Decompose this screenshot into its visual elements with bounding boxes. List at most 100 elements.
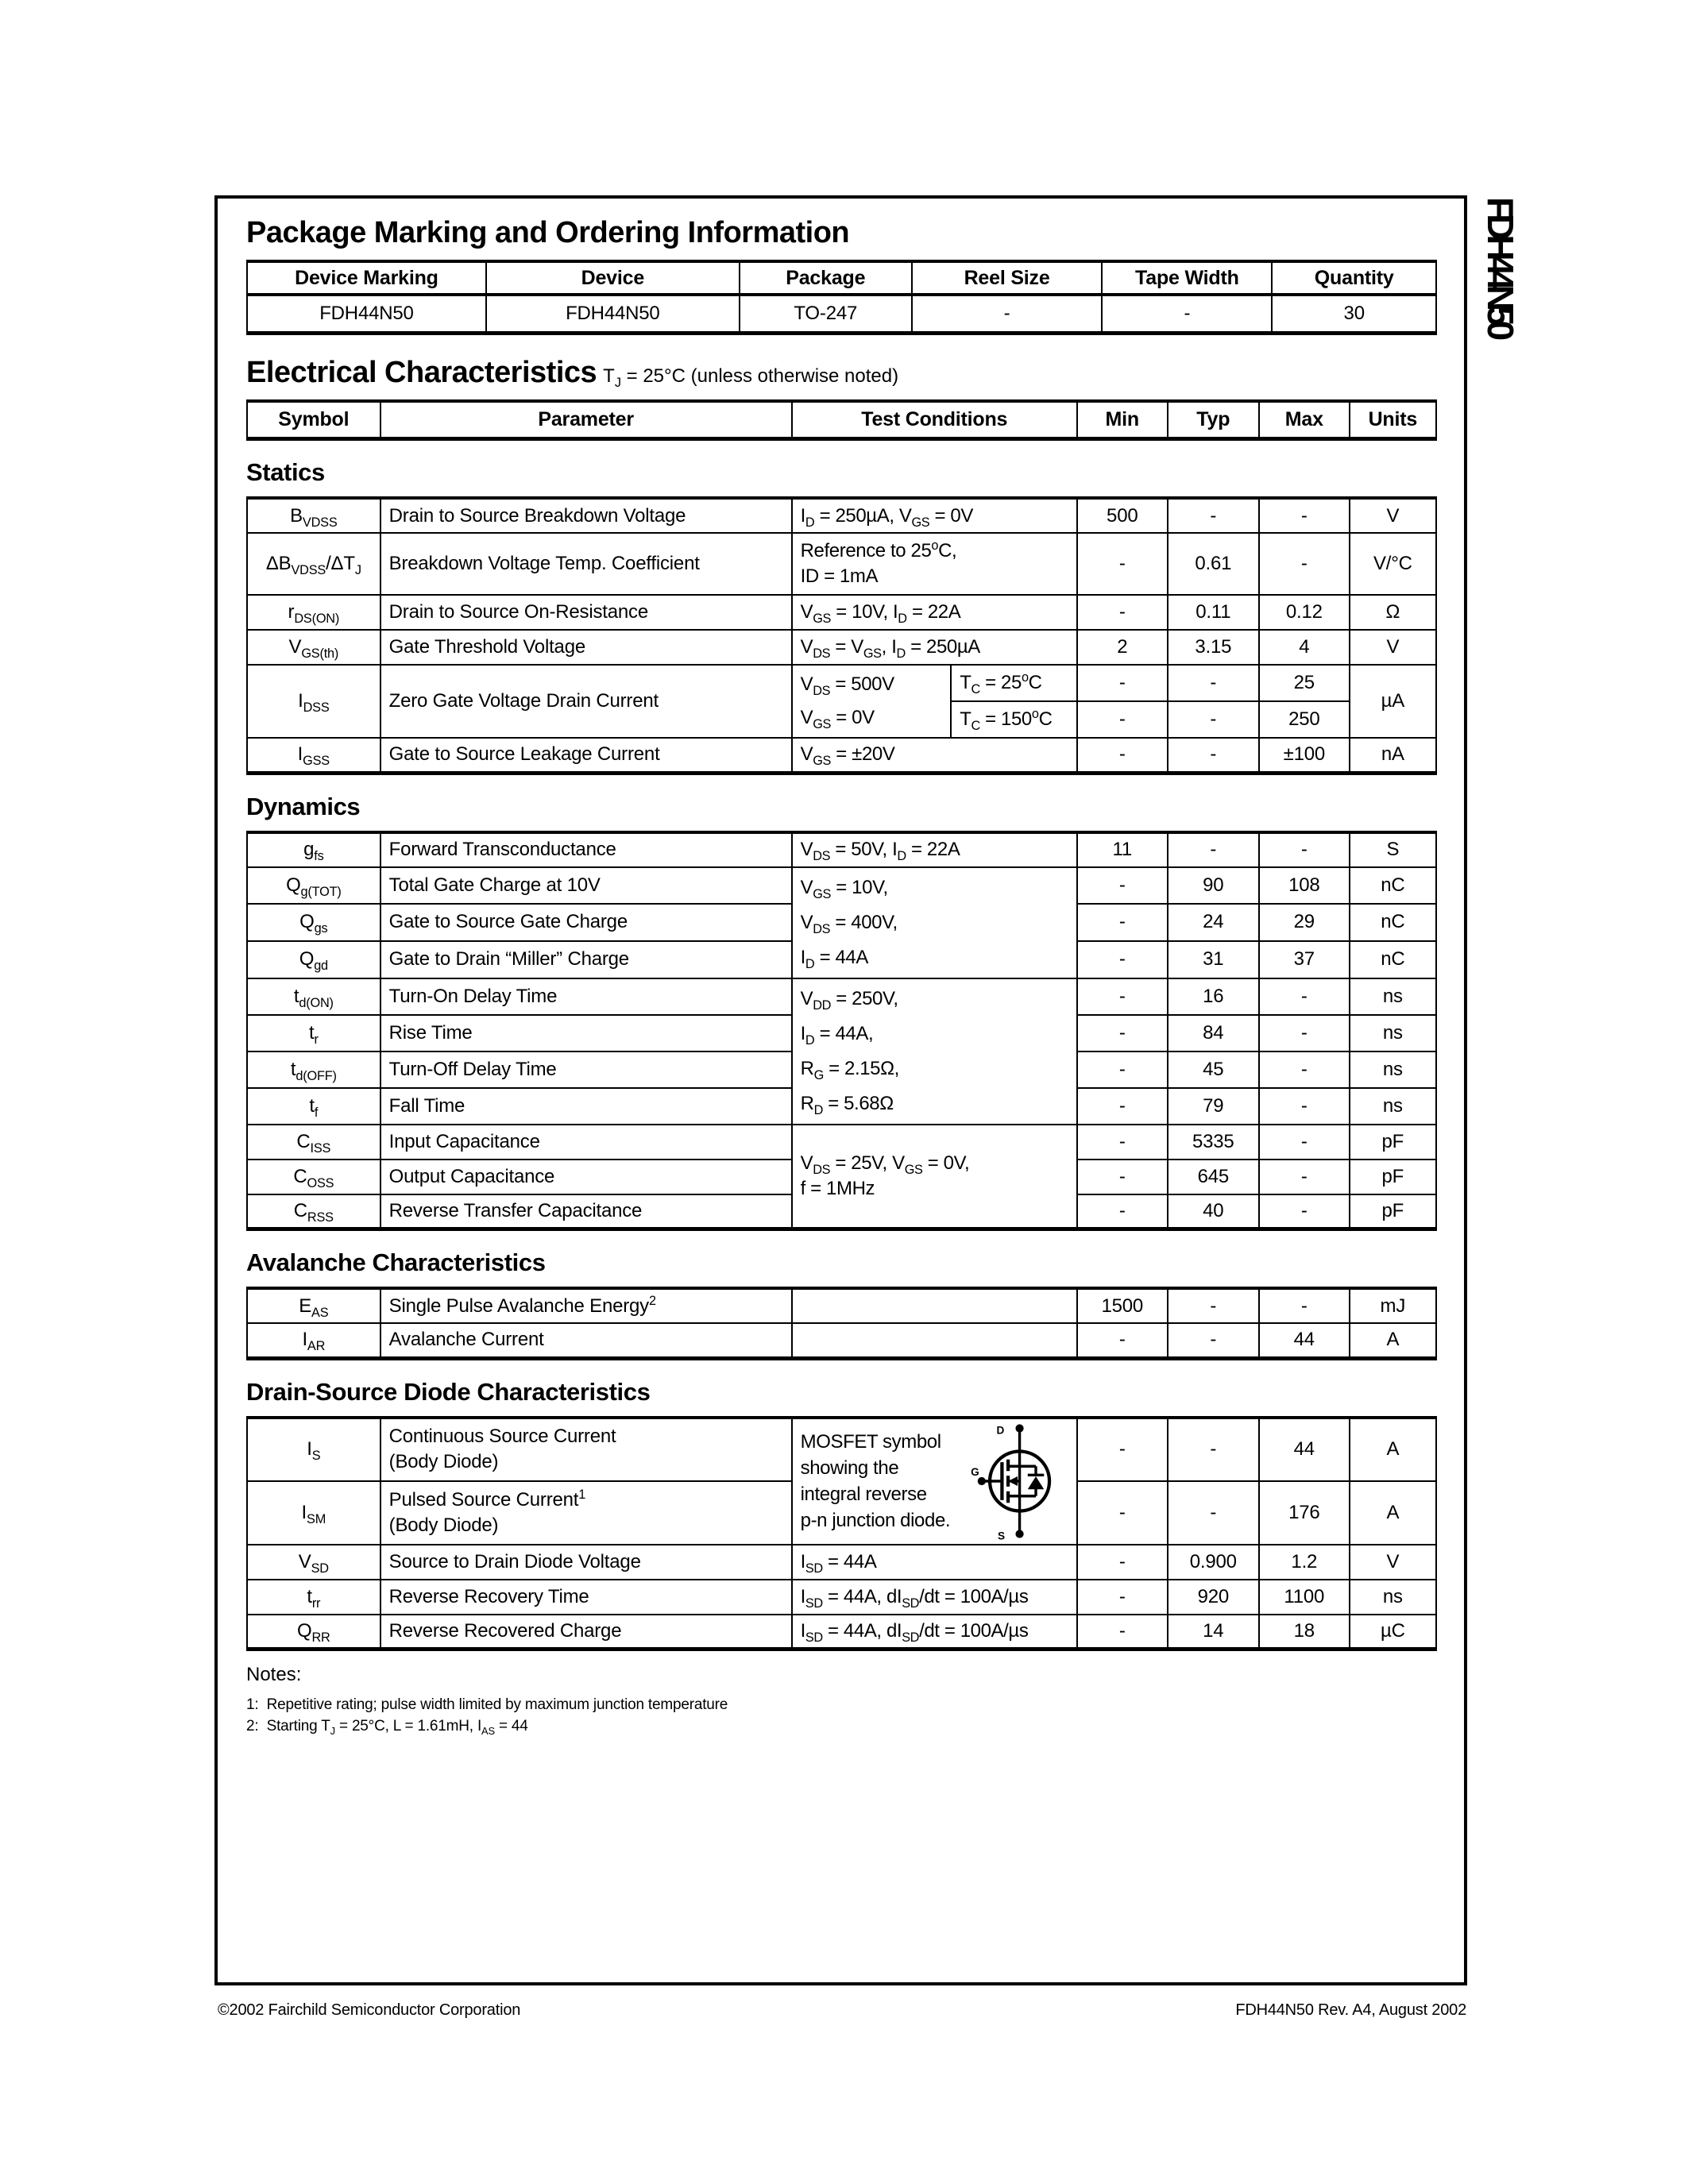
units-cell: µC	[1348, 1613, 1438, 1650]
header-test-conditions: Test Conditions	[790, 399, 1078, 440]
max-cell: ±100	[1257, 737, 1350, 774]
typ-cell: 45	[1166, 1050, 1260, 1089]
package-value: TO-247	[738, 294, 913, 334]
symbol-cell: ΔBVDSS/ΔTJ	[246, 532, 381, 596]
symbol-cell: COSS	[246, 1158, 381, 1195]
table-row-is: IS Continuous Source Current (Body Diode…	[246, 1416, 1438, 1545]
parameter-cell: Zero Gate Voltage Drain Current	[379, 664, 793, 739]
electrical-header-table: Symbol Parameter Test Conditions Min Typ…	[246, 399, 1438, 441]
min-cell: -	[1076, 1158, 1168, 1195]
parameter-cell: Source to Drain Diode Voltage	[379, 1543, 793, 1580]
min-cell: -	[1076, 1050, 1168, 1089]
min-cell: -	[1076, 1543, 1168, 1580]
min-cell: -	[1076, 1013, 1168, 1052]
max-cell: 29	[1257, 903, 1350, 942]
units-cell: nC	[1348, 903, 1438, 942]
typ-cell: -	[1166, 1480, 1260, 1545]
table-row-trr: trr Reverse Recovery Time ISD = 44A, dIS…	[246, 1578, 1438, 1615]
units-cell: nC	[1348, 866, 1438, 905]
typ-cell: 79	[1166, 1086, 1260, 1125]
table-row-idss-a: IDSS Zero Gate Voltage Drain Current VDS…	[246, 664, 1438, 739]
electrical-header-row: Symbol Parameter Test Conditions Min Typ…	[246, 399, 1438, 440]
min-cell: 1500	[1076, 1287, 1168, 1324]
table-row-bvdss: BVDSS Drain to Source Breakdown Voltage …	[246, 497, 1438, 534]
tape-width-value: -	[1101, 294, 1273, 334]
parameter-cell: Output Capacitance	[379, 1158, 793, 1195]
min-cell: -	[1076, 664, 1168, 702]
table-row-qgd: Qgd Gate to Drain “Miller” Charge - 31 3…	[246, 940, 1438, 979]
units-cell: µA	[1348, 664, 1438, 739]
max-cell: 44	[1257, 1322, 1350, 1359]
parameter-cell: Turn-On Delay Time	[379, 977, 793, 1016]
header-units: Units	[1348, 399, 1438, 440]
units-cell: ns	[1348, 1578, 1438, 1615]
parameter-cell: Forward Transconductance	[379, 831, 793, 868]
min-cell: 11	[1076, 831, 1168, 868]
table-row-qgs: Qgs Gate to Source Gate Charge - 24 29 n…	[246, 903, 1438, 942]
parameter-cell: Gate to Source Leakage Current	[379, 737, 793, 774]
notes-title: Notes:	[246, 1664, 302, 1685]
units-cell: ns	[1348, 1050, 1438, 1089]
ordering-table: Device Marking Device Package Reel Size …	[246, 260, 1437, 335]
symbol-cell: IGSS	[246, 737, 381, 774]
symbol-cell: rDS(ON)	[246, 594, 381, 631]
typ-cell: 0.900	[1166, 1543, 1260, 1580]
max-cell: -	[1257, 831, 1350, 868]
typ-cell: -	[1166, 1287, 1260, 1324]
typ-cell: 5335	[1166, 1123, 1260, 1160]
units-cell: V	[1348, 497, 1438, 534]
table-row-tr: tr Rise Time - 84 - ns	[246, 1013, 1438, 1052]
test-conditions-cell: VGS = 10V, ID = 22A	[790, 594, 1078, 631]
mosfet-symbol-icon: D G S	[971, 1424, 1052, 1541]
parameter-cell: Reverse Transfer Capacitance	[379, 1193, 793, 1230]
parameter-cell: Reverse Recovered Charge	[379, 1613, 793, 1650]
notes-section: Notes: 1: Repetitive rating; pulse width…	[246, 1664, 1437, 1737]
max-cell: -	[1257, 977, 1350, 1016]
quantity-value: 30	[1271, 294, 1437, 334]
table-row-igss: IGSS Gate to Source Leakage Current VGS …	[246, 737, 1438, 774]
test-conditions-cell: VGS = ±20V	[790, 737, 1078, 774]
typ-cell: -	[1166, 737, 1260, 774]
max-cell: -	[1257, 497, 1350, 534]
min-cell: -	[1076, 903, 1168, 942]
test-conditions-subcell: TC = 25oC	[950, 664, 1078, 702]
units-cell: ns	[1348, 1086, 1438, 1125]
table-row-tdoff: td(OFF) Turn-Off Delay Time - 45 - ns	[246, 1050, 1438, 1089]
max-cell: 44	[1257, 1416, 1350, 1482]
units-cell: nA	[1348, 737, 1438, 774]
statics-section-title: Statics	[246, 458, 325, 486]
parameter-cell: Breakdown Voltage Temp. Coefficient	[379, 532, 793, 596]
dynamics-table: gfs Forward Transconductance VDS = 50V, …	[246, 830, 1438, 1231]
ordering-header-tape-width: Tape Width	[1101, 260, 1273, 296]
max-cell: -	[1257, 1158, 1350, 1195]
mosfet-symbol-caption: MOSFET symbol showing the integral rever…	[800, 1431, 951, 1531]
min-cell: -	[1076, 594, 1168, 631]
dynamics-section-title: Dynamics	[246, 792, 361, 820]
typ-cell: 3.15	[1166, 629, 1260, 666]
parameter-cell: Gate to Source Gate Charge	[379, 903, 793, 942]
min-cell: -	[1076, 1480, 1168, 1545]
symbol-cell: VGS(th)	[246, 629, 381, 666]
symbol-cell: IAR	[246, 1322, 381, 1359]
electrical-title-text: Electrical Characteristics	[246, 355, 597, 389]
typ-cell: -	[1166, 831, 1260, 868]
diode-table: IS Continuous Source Current (Body Diode…	[246, 1415, 1438, 1651]
symbol-cell: BVDSS	[246, 497, 381, 534]
parameter-cell: Fall Time	[379, 1086, 793, 1125]
symbol-cell: tr	[246, 1013, 381, 1052]
typ-cell: -	[1166, 700, 1260, 739]
source-label: S	[998, 1530, 1005, 1541]
symbol-cell: VSD	[246, 1543, 381, 1580]
symbol-cell: gfs	[246, 831, 381, 868]
ordering-header-package: Package	[738, 260, 913, 296]
symbol-cell: td(OFF)	[246, 1050, 381, 1089]
typ-cell: -	[1166, 497, 1260, 534]
electrical-subtitle: TJ = 25°C (unless otherwise noted)	[603, 365, 899, 390]
symbol-cell: CRSS	[246, 1193, 381, 1230]
symbol-cell: IS	[246, 1416, 381, 1482]
table-row-dbvdss: ΔBVDSS/ΔTJ Breakdown Voltage Temp. Coeff…	[246, 532, 1438, 596]
max-cell: -	[1257, 1050, 1350, 1089]
test-conditions-cell: VDS = 500V VGS = 0V	[790, 664, 952, 739]
min-cell: -	[1076, 1578, 1168, 1615]
table-row-vsd: VSD Source to Drain Diode Voltage ISD = …	[246, 1543, 1438, 1580]
